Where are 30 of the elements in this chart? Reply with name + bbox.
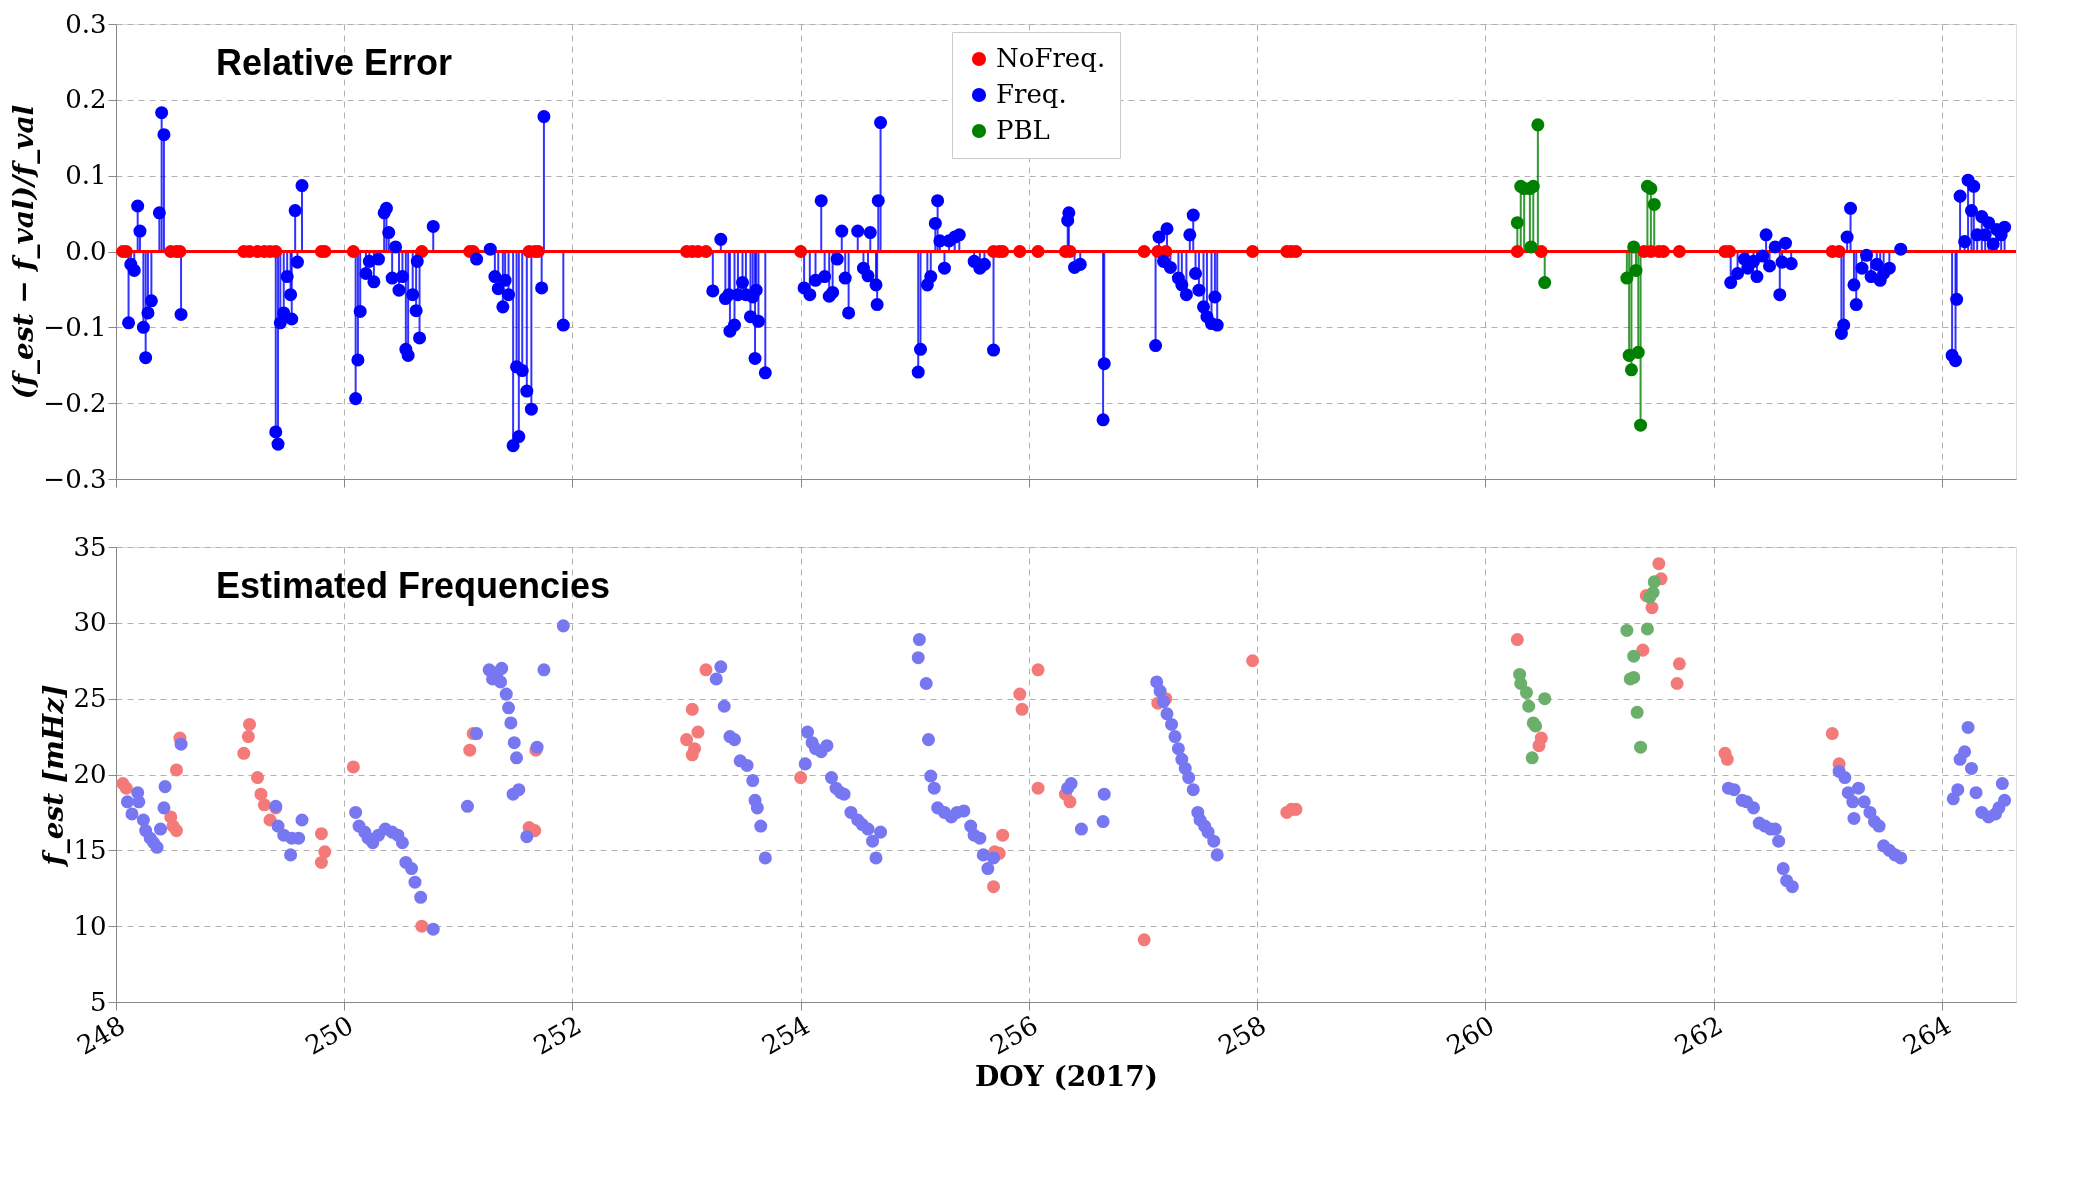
y-tick-label: −0.3 <box>43 463 107 494</box>
y-tick-label: 30 <box>73 607 107 638</box>
y-tick-label: 25 <box>73 683 107 714</box>
y-tick-label: 20 <box>73 759 107 789</box>
y-axis-title: f_est [mHz] <box>37 684 71 868</box>
x-tick-label: 262 <box>1669 1009 1728 1061</box>
legend-label: PBL <box>996 115 1050 145</box>
x-tick-label: 252 <box>528 1009 587 1061</box>
y-tick-label: 5 <box>89 986 107 1017</box>
y-tick-label: 35 <box>73 531 107 562</box>
y-tick-label: 10 <box>73 910 107 941</box>
x-tick-label: 250 <box>300 1009 359 1061</box>
x-tick-label: 258 <box>1213 1009 1272 1061</box>
y-tick-label: 0.3 <box>65 8 107 39</box>
y-tick-label: −0.2 <box>43 387 107 418</box>
x-axis-title: DOY (2017) <box>975 1059 1158 1093</box>
x-tick-label: 254 <box>756 1009 815 1061</box>
y-tick-label: −0.1 <box>43 311 107 342</box>
y-tick-label: 15 <box>73 834 107 865</box>
legend-label: NoFreq. <box>996 43 1106 73</box>
x-tick-label: 260 <box>1441 1009 1500 1061</box>
y-tick-label: 0.2 <box>65 84 107 115</box>
legend-label: Freq. <box>996 79 1067 109</box>
y-tick-label: 0.0 <box>65 236 107 266</box>
text: Estimated Frequencies <box>216 565 611 606</box>
x-tick-label: 256 <box>984 1009 1043 1061</box>
y-axis-title: (f_est − f_val)/f_val <box>7 104 41 400</box>
text: Relative Error <box>216 42 453 83</box>
y-tick-label: 0.1 <box>65 160 107 191</box>
x-tick-label: 264 <box>1897 1009 1956 1061</box>
